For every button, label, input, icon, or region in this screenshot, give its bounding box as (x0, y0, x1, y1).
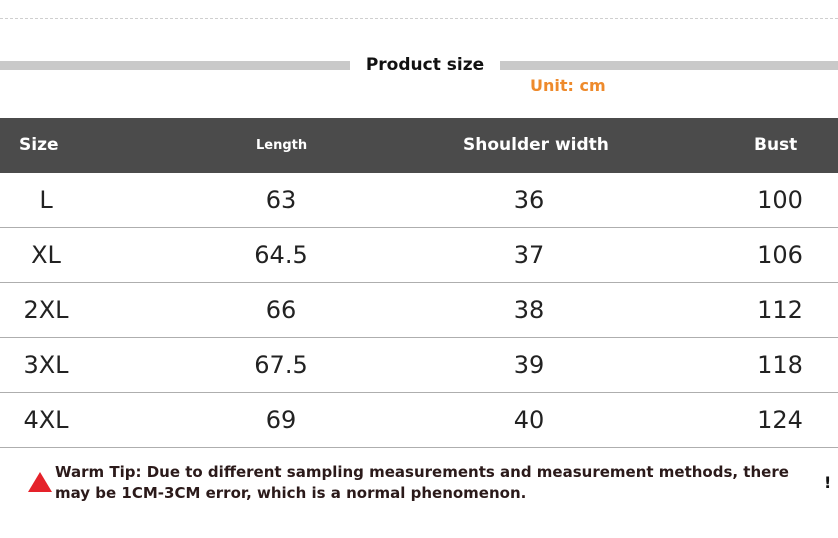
table-row: 3XL 67.5 39 118 (0, 338, 838, 393)
table-row: 2XL 66 38 112 (0, 283, 838, 338)
column-header-bust: Bust (754, 135, 798, 155)
size-cell: XL (31, 241, 61, 269)
bust-cell: 124 (757, 406, 803, 434)
bust-cell: 106 (757, 241, 803, 269)
table-row: XL 64.5 37 106 (0, 228, 838, 283)
column-header-size: Size (19, 135, 59, 155)
shoulder-width-cell: 40 (513, 406, 545, 434)
column-header-shoulder-width: Shoulder width (463, 135, 609, 155)
length-cell: 64.5 (254, 241, 308, 269)
shoulder-width-cell: 36 (513, 186, 545, 214)
bust-cell: 100 (757, 186, 803, 214)
length-cell: 66 (265, 296, 297, 324)
shoulder-width-cell: 38 (513, 296, 545, 324)
title-left-bar (0, 61, 350, 70)
unit-label: Unit: cm (530, 76, 606, 95)
bust-cell: 112 (757, 296, 803, 324)
length-cell: 69 (265, 406, 297, 434)
title-right-bar (500, 61, 838, 70)
size-cell: L (39, 186, 53, 214)
column-header-length: Length (256, 138, 308, 153)
table-row: L 63 36 100 (0, 173, 838, 228)
length-cell: 63 (265, 186, 297, 214)
bust-cell: 118 (757, 351, 803, 379)
length-cell: 67.5 (254, 351, 308, 379)
page-title: Product size (365, 55, 485, 75)
size-cell: 2XL (23, 296, 69, 324)
table-header: Size Length Shoulder width Bust (0, 118, 838, 173)
top-dashed-divider (0, 18, 838, 19)
warm-tip-text: Warm Tip: Due to different sampling meas… (55, 463, 789, 502)
exclamation-mark: ! (824, 473, 832, 492)
shoulder-width-cell: 39 (513, 351, 545, 379)
table-row: 4XL 69 40 124 (0, 393, 838, 448)
size-cell: 4XL (23, 406, 69, 434)
size-cell: 3XL (23, 351, 69, 379)
size-table: Size Length Shoulder width Bust L 63 36 … (0, 118, 838, 448)
warning-triangle-icon (28, 472, 52, 492)
shoulder-width-cell: 37 (513, 241, 545, 269)
